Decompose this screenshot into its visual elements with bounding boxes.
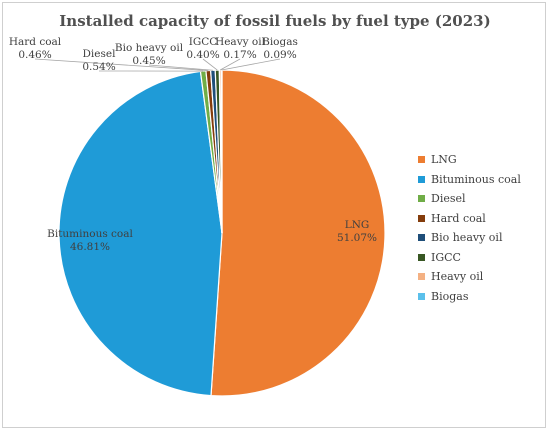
legend-item: Diesel bbox=[418, 189, 521, 209]
data-label-value: 0.09% bbox=[263, 49, 296, 61]
legend-swatch bbox=[418, 292, 425, 300]
legend-item: Hard coal bbox=[418, 209, 521, 229]
data-label-name: Bituminous coal bbox=[47, 228, 133, 240]
legend-label: LNG bbox=[431, 153, 457, 167]
pie-slice-bituminous-coal bbox=[58, 70, 223, 397]
legend-swatch bbox=[418, 214, 425, 222]
data-label-value: 0.46% bbox=[18, 49, 51, 61]
data-label-name: Hard coal bbox=[9, 36, 62, 48]
pie-slice-lng bbox=[210, 69, 386, 397]
legend-label: Bituminous coal bbox=[431, 172, 521, 186]
legend-item: Heavy oil bbox=[418, 267, 521, 287]
leader-line bbox=[148, 64, 213, 71]
data-label-name: LNG bbox=[345, 219, 370, 231]
data-label-name: Diesel bbox=[83, 48, 117, 60]
leader-line bbox=[34, 58, 209, 71]
leader-line bbox=[221, 58, 281, 71]
data-label-value: 46.81% bbox=[70, 241, 110, 253]
data-label-name: Heavy oil bbox=[215, 36, 266, 48]
legend-item: IGCC bbox=[418, 248, 521, 268]
chart-title: Installed capacity of fossil fuels by fu… bbox=[59, 12, 491, 30]
data-label-value: 51.07% bbox=[337, 232, 377, 244]
chart-legend: LNG Bituminous coal Diesel Hard coal Bio hea… bbox=[418, 150, 521, 306]
legend-swatch bbox=[418, 195, 425, 203]
legend-swatch bbox=[418, 175, 425, 183]
legend-item: Bio heavy oil bbox=[418, 228, 521, 248]
legend-label: Biogas bbox=[431, 289, 469, 303]
legend-label: IGCC bbox=[431, 250, 461, 264]
data-label-name: Bio heavy oil bbox=[115, 42, 184, 54]
data-label-value: 0.40% bbox=[186, 49, 219, 61]
legend-swatch bbox=[418, 253, 425, 261]
legend-label: Bio heavy oil bbox=[431, 231, 503, 245]
data-label-name: IGCC bbox=[189, 36, 218, 48]
legend-swatch bbox=[418, 273, 425, 281]
leader-line bbox=[202, 58, 218, 71]
legend-swatch bbox=[418, 156, 425, 164]
data-label-value: 0.54% bbox=[82, 61, 115, 73]
legend-label: Heavy oil bbox=[431, 270, 484, 284]
data-label-value: 0.17% bbox=[223, 49, 256, 61]
data-label-name: Biogas bbox=[262, 36, 298, 48]
legend-item: Bituminous coal bbox=[418, 170, 521, 190]
legend-label: Diesel bbox=[431, 192, 466, 206]
leader-line bbox=[220, 58, 241, 71]
legend-item: LNG bbox=[418, 150, 521, 170]
legend-item: Biogas bbox=[418, 287, 521, 307]
data-label-value: 0.45% bbox=[132, 55, 165, 67]
legend-swatch bbox=[418, 234, 425, 242]
legend-label: Hard coal bbox=[431, 211, 486, 225]
